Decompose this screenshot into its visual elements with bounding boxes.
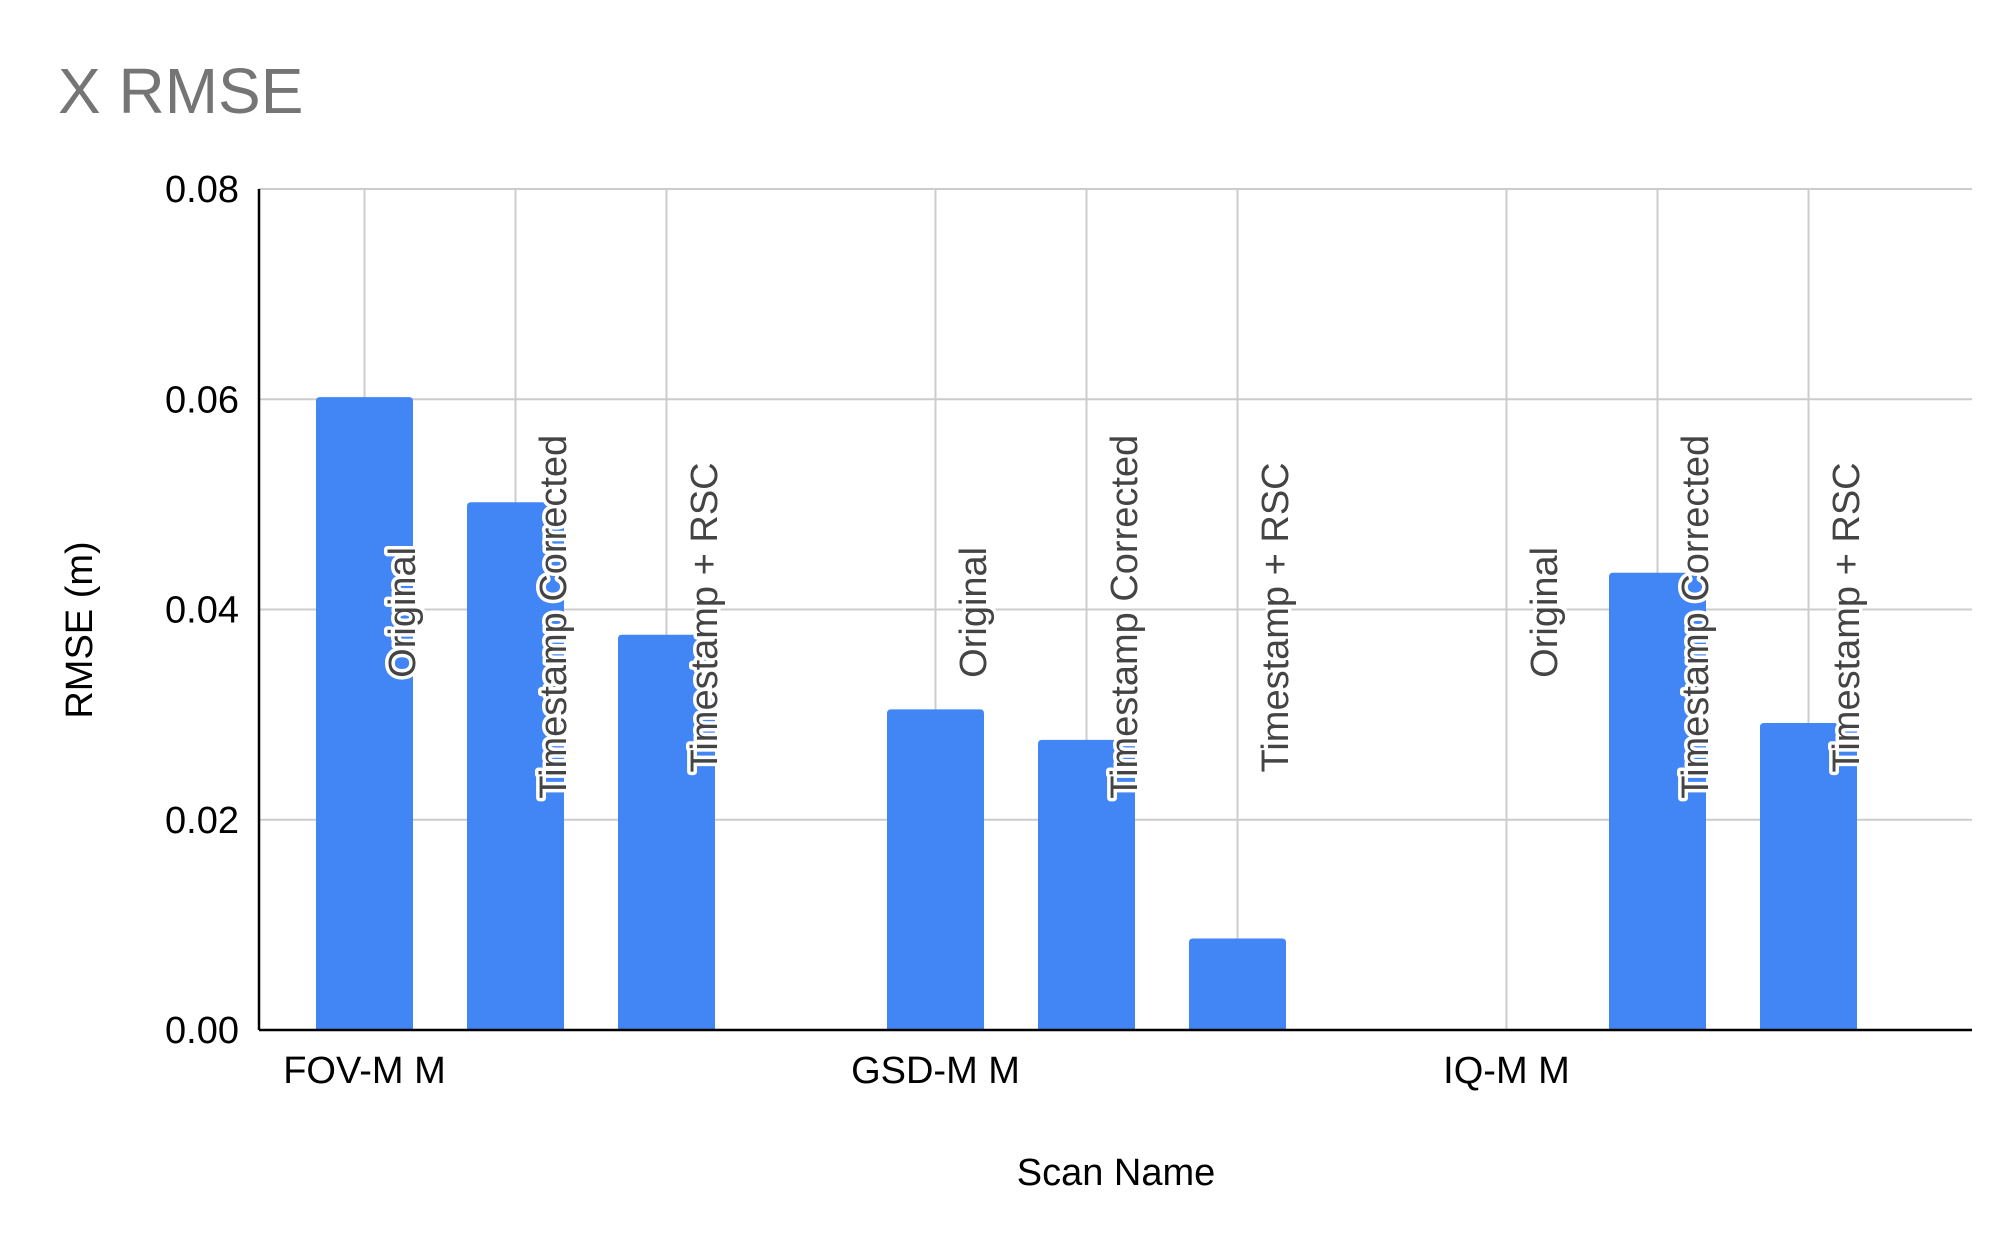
axes xyxy=(257,189,1972,1032)
y-tick-label: 0.06 xyxy=(165,379,239,421)
bar xyxy=(1038,739,1135,1030)
bar xyxy=(467,502,564,1031)
bar-data-label: Timestamp Corrected xyxy=(1675,435,1717,799)
bars xyxy=(316,397,1857,1031)
bar-labels: Original Timestamp Corrected Timestamp + R… xyxy=(379,431,1872,802)
bar-data-label: Timestamp + RSC xyxy=(1255,462,1297,772)
bar xyxy=(316,397,413,1031)
x-category-label: IQ-M M xyxy=(1443,1050,1570,1092)
y-tick-label: 0.04 xyxy=(165,590,239,632)
bar xyxy=(1760,723,1857,1030)
y-axis-label: RMSE (m) xyxy=(59,541,101,718)
bar-data-label: Original xyxy=(1524,547,1566,678)
bar-data-label: Original xyxy=(382,547,424,678)
bar-data-label: Timestamp + RSC xyxy=(1826,462,1868,772)
bar xyxy=(887,709,984,1030)
tick-labels: 0.00 0.02 0.04 0.06 0.08 FOV-M M GSD-M M IQ-M M xyxy=(165,169,1570,1092)
chart-title: X RMSE xyxy=(58,55,303,127)
bar xyxy=(1189,938,1286,1030)
bar xyxy=(1609,572,1706,1030)
y-tick-label: 0.08 xyxy=(165,169,239,211)
x-category-label: GSD-M M xyxy=(851,1050,1020,1092)
x-axis-label: Scan Name xyxy=(1017,1152,1216,1194)
x-category-label: FOV-M M xyxy=(283,1050,446,1092)
bar-data-label: Timestamp Corrected xyxy=(1104,435,1146,799)
bar-data-label: Timestamp + RSC xyxy=(684,462,726,772)
y-tick-label: 0.00 xyxy=(165,1010,239,1052)
bar xyxy=(618,634,715,1030)
bar-data-label: Timestamp Corrected xyxy=(533,435,575,799)
bar-data-label: Original xyxy=(953,547,995,678)
y-tick-label: 0.02 xyxy=(165,800,239,842)
